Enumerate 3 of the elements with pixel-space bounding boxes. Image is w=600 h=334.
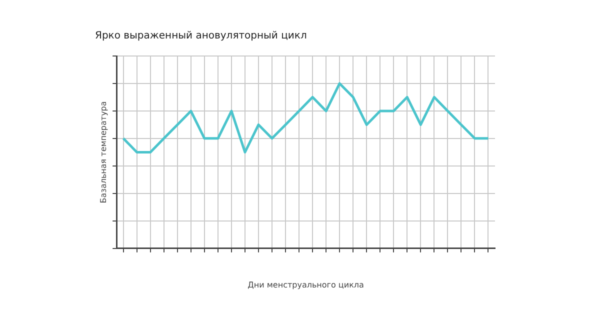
x-axis-title: Дни менструального цикла <box>248 280 364 290</box>
chart-title: Ярко выраженный ановуляторный цикл <box>95 30 307 42</box>
y-axis-title: Базальная температура <box>98 101 108 204</box>
